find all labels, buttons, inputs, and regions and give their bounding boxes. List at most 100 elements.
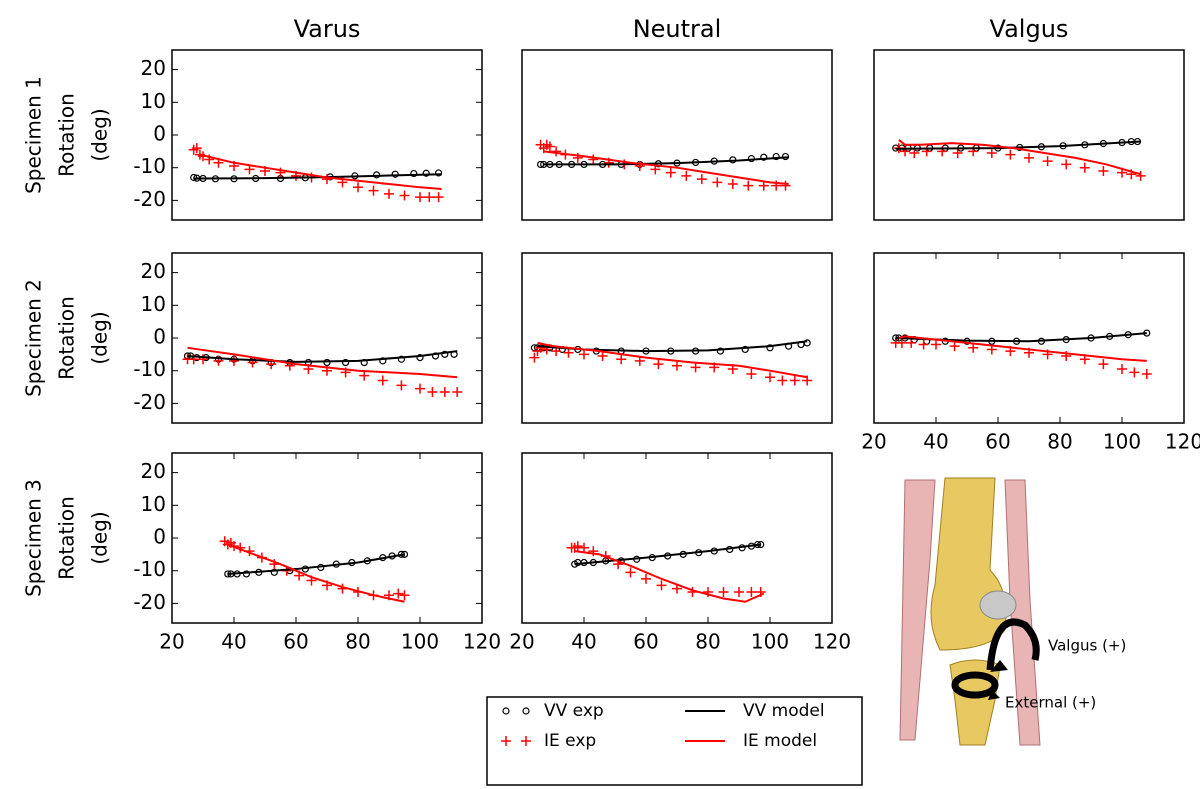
point bbox=[653, 359, 664, 370]
point bbox=[359, 370, 370, 381]
point bbox=[452, 386, 463, 397]
x-tick-label: 20 bbox=[509, 630, 534, 654]
plot-frame bbox=[873, 252, 1185, 424]
model-line bbox=[543, 156, 789, 166]
point bbox=[743, 180, 754, 191]
y-tick-label: -10 bbox=[133, 557, 166, 581]
point bbox=[502, 707, 510, 715]
y-tick-label: 20 bbox=[141, 459, 166, 483]
point bbox=[415, 383, 425, 394]
point bbox=[384, 188, 394, 199]
column-title: Varus bbox=[294, 15, 361, 43]
model-line bbox=[543, 150, 789, 186]
model-line bbox=[898, 335, 1147, 362]
point bbox=[777, 375, 788, 386]
arrow-head bbox=[990, 660, 1008, 672]
x-tick-label: 40 bbox=[571, 630, 596, 654]
point bbox=[641, 573, 651, 584]
point bbox=[727, 179, 738, 190]
point bbox=[789, 375, 800, 386]
point bbox=[242, 570, 250, 578]
column-title: Valgus bbox=[990, 15, 1069, 43]
x-tick-label: 100 bbox=[751, 630, 789, 654]
point bbox=[906, 337, 917, 348]
point bbox=[772, 152, 780, 161]
y-tick-label: 20 bbox=[141, 56, 166, 80]
valgus-arrow bbox=[986, 618, 1040, 671]
point bbox=[422, 169, 430, 177]
model-line bbox=[227, 543, 405, 603]
point bbox=[377, 375, 388, 386]
plot-frame bbox=[171, 49, 483, 221]
point bbox=[1024, 152, 1034, 163]
point bbox=[696, 174, 707, 185]
plot-frame bbox=[873, 49, 1185, 221]
model-line bbox=[187, 346, 458, 379]
plot-frame bbox=[171, 452, 483, 624]
x-tick-label: 120 bbox=[813, 630, 851, 654]
x-tick-label: 80 bbox=[1047, 430, 1072, 454]
point bbox=[521, 736, 531, 746]
point bbox=[391, 170, 399, 178]
point bbox=[716, 347, 725, 355]
y-axis-label: (deg) bbox=[88, 311, 112, 364]
y-tick-label: -20 bbox=[133, 187, 166, 211]
point bbox=[501, 736, 511, 746]
y-tick-label: 0 bbox=[153, 525, 166, 549]
legend-box bbox=[486, 696, 863, 786]
plot-frame bbox=[521, 49, 833, 221]
column-title: Neutral bbox=[633, 15, 722, 43]
point bbox=[396, 380, 407, 391]
point bbox=[665, 167, 676, 178]
y-axis-label: Rotation bbox=[55, 93, 79, 177]
y-axis-label: Specimen 2 bbox=[22, 279, 46, 397]
y-tick-label: 10 bbox=[141, 292, 166, 316]
point bbox=[1005, 149, 1016, 160]
point bbox=[1135, 170, 1146, 181]
y-tick-label: 10 bbox=[141, 89, 166, 113]
point bbox=[1117, 364, 1127, 375]
muscle bbox=[899, 479, 936, 741]
x-tick-label: 40 bbox=[923, 430, 948, 454]
x-tick-label: 60 bbox=[283, 630, 308, 654]
point bbox=[918, 339, 929, 350]
x-tick-label: 80 bbox=[695, 630, 720, 654]
point bbox=[896, 337, 907, 348]
point bbox=[746, 586, 757, 597]
point bbox=[588, 154, 599, 165]
point bbox=[415, 192, 425, 203]
point bbox=[427, 386, 438, 397]
model-line bbox=[574, 543, 761, 566]
point bbox=[323, 358, 331, 367]
point bbox=[353, 182, 363, 193]
femur bbox=[930, 477, 1007, 651]
annotation: Valgus (+) bbox=[1048, 637, 1126, 655]
point bbox=[399, 590, 410, 601]
model-line bbox=[895, 140, 1141, 150]
y-tick-label: -10 bbox=[133, 154, 166, 178]
annotation: External (+) bbox=[1005, 694, 1096, 712]
point bbox=[270, 568, 278, 576]
point bbox=[1061, 159, 1072, 170]
point bbox=[656, 580, 667, 591]
x-tick-label: 20 bbox=[159, 630, 184, 654]
point bbox=[410, 169, 418, 178]
point bbox=[672, 360, 682, 371]
point bbox=[322, 174, 332, 185]
point bbox=[572, 541, 583, 552]
point bbox=[536, 160, 545, 169]
y-tick-label: -20 bbox=[133, 590, 166, 614]
model-line bbox=[898, 139, 1141, 176]
point bbox=[579, 349, 589, 360]
y-tick-label: 20 bbox=[141, 259, 166, 283]
point bbox=[803, 339, 811, 347]
x-tick-label: 20 bbox=[861, 430, 886, 454]
implant bbox=[979, 590, 1017, 620]
y-axis-label: Rotation bbox=[55, 496, 79, 580]
point bbox=[765, 372, 775, 383]
point bbox=[342, 358, 350, 367]
point bbox=[760, 153, 768, 161]
point bbox=[198, 354, 208, 365]
point bbox=[579, 542, 589, 553]
x-tick-label: 120 bbox=[463, 630, 501, 654]
